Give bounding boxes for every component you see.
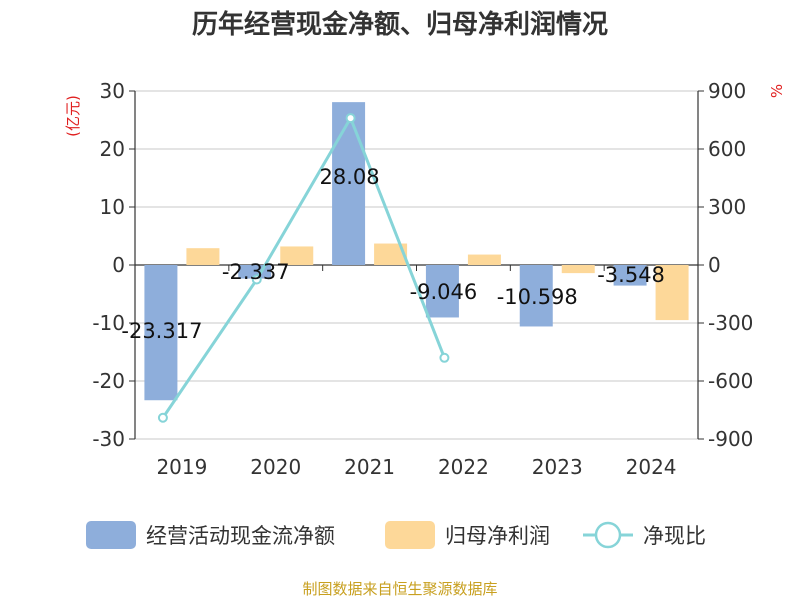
data-labels: -23.317 -2.337 28.08 -9.046 -10.598 -3.548 xyxy=(121,165,665,343)
right-tick-label: 300 xyxy=(708,195,746,219)
axes: 30 900 20 600 10 300 0 0 -10 -300 -20 -600 -30 -900 20… xyxy=(92,79,753,479)
left-tick-label: 0 xyxy=(112,253,125,277)
legend-label: 归母净利润 xyxy=(445,524,550,548)
category-label: 2024 xyxy=(626,455,677,479)
category-label: 2021 xyxy=(344,455,395,479)
category-label: 2020 xyxy=(250,455,301,479)
bar-data-label: -3.548 xyxy=(597,263,665,287)
ratio-point xyxy=(251,274,262,285)
line-marks xyxy=(157,113,450,423)
bar-data-label: -2.337 xyxy=(222,260,290,284)
bar-data-label: -10.598 xyxy=(497,285,578,309)
left-tick-label: -10 xyxy=(92,311,125,335)
category-label: 2023 xyxy=(532,455,583,479)
right-tick-label: -600 xyxy=(708,369,753,393)
ratio-point xyxy=(157,412,168,423)
legend-swatch xyxy=(385,521,435,549)
cashflow-bar xyxy=(613,265,647,286)
right-tick-label: -900 xyxy=(708,427,753,451)
profit-bar xyxy=(186,248,220,265)
cashflow-bar xyxy=(519,265,553,327)
cashflow-bar xyxy=(425,265,459,318)
source-note: 制图数据来自恒生聚源数据库 xyxy=(302,580,497,598)
profit-bar xyxy=(467,254,501,265)
bar-data-label: 28.08 xyxy=(320,165,380,189)
bar-data-label: -23.317 xyxy=(121,319,202,343)
left-tick-label: -30 xyxy=(92,427,125,451)
profit-bar xyxy=(561,265,595,274)
legend-label: 经营活动现金流净额 xyxy=(146,524,335,548)
left-tick-label: 30 xyxy=(100,79,125,103)
chart-title: 历年经营现金净额、归母净利润情况 xyxy=(192,9,608,40)
left-tick-label: -20 xyxy=(92,369,125,393)
profit-bar xyxy=(374,243,408,265)
right-tick-label: 600 xyxy=(708,137,746,161)
ratio-line xyxy=(161,114,446,419)
right-axis-unit: % xyxy=(768,84,786,98)
ratio-point xyxy=(345,113,356,124)
profit-bar xyxy=(280,246,314,265)
right-tick-label: -300 xyxy=(708,311,753,335)
bar-data-label: -9.046 xyxy=(410,280,478,304)
category-label: 2019 xyxy=(156,455,207,479)
right-tick-label: 900 xyxy=(708,79,746,103)
category-label: 2022 xyxy=(438,455,489,479)
ratio-point xyxy=(439,352,450,363)
right-tick-label: 0 xyxy=(708,253,721,277)
legend: 经营活动现金流净额 归母净利润 净现比 xyxy=(86,521,706,549)
legend-label: 净现比 xyxy=(643,524,706,548)
cashflow-bar xyxy=(332,102,366,265)
bar-marks xyxy=(144,102,689,401)
left-tick-label: 10 xyxy=(100,195,125,219)
legend-swatch xyxy=(86,521,136,549)
left-tick-label: 20 xyxy=(100,137,125,161)
left-axis-unit: (亿元) xyxy=(64,95,82,137)
profit-bar xyxy=(655,265,689,321)
cashflow-bar xyxy=(144,265,178,401)
legend-swatch-marker xyxy=(594,521,622,549)
